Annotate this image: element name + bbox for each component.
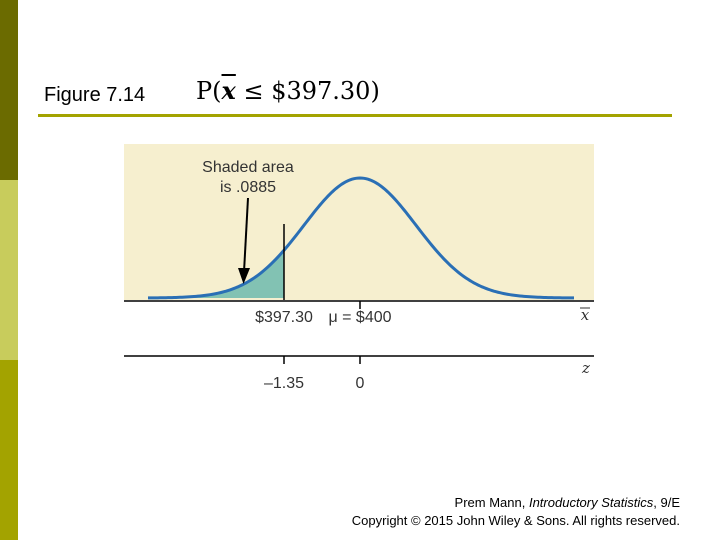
credit-book-title: Introductory Statistics (528, 495, 654, 510)
shaded-area (148, 250, 284, 298)
annotation-line1: Shaded area (202, 159, 294, 176)
x-axis-label: x (581, 306, 590, 324)
normal-curve (147, 176, 575, 300)
figure-label: Figure 7.14 (44, 84, 146, 106)
annotation-arrow-shaft (243, 197, 249, 273)
annotation-arrow-head (238, 268, 250, 284)
normal-curve-diagram: Shaded area is .0885 $397.30 μ = $400 x … (124, 144, 594, 392)
prob-value: $397.30 (271, 77, 371, 105)
title-rule (38, 114, 672, 117)
credit: Prem Mann, Introductory Statistics, 9/E … (352, 494, 680, 530)
z-axis-label: z (581, 359, 590, 377)
x-tick-label-mean: μ = $400 (328, 309, 391, 326)
left-band-mid (0, 360, 18, 540)
probability-expression: P(x ≤ $397.30) (196, 76, 380, 105)
credit-line1: Prem Mann, Introductory Statistics, 9/E (352, 494, 680, 512)
annotation-line2: is .0885 (220, 179, 276, 196)
prob-suffix: ) (370, 77, 380, 105)
prob-relation: ≤ (235, 77, 272, 105)
credit-line2: Copyright © 2015 John Wiley & Sons. All … (351, 513, 680, 528)
credit-author: Prem Mann, (454, 495, 529, 510)
left-band-light (0, 180, 18, 360)
x-tick-label-cutoff: $397.30 (255, 309, 313, 326)
prob-variable: x (221, 76, 236, 105)
z-tick-label-mean: 0 (356, 375, 365, 392)
z-tick-label-cutoff: –1.35 (264, 375, 304, 392)
left-band-dark (0, 0, 18, 180)
prob-prefix: P( (196, 77, 222, 105)
diagram-panel (124, 144, 594, 300)
credit-edition: , 9/E (653, 495, 680, 510)
